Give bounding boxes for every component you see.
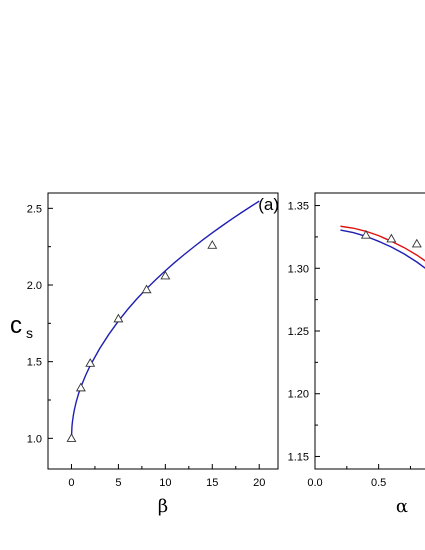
x-tick-label: 0 (68, 477, 74, 489)
x-axis-title: α (396, 496, 408, 517)
x-tick-label: 0.0 (307, 477, 322, 489)
y-axis-title: c (10, 312, 22, 339)
x-axis-title: β (158, 496, 168, 517)
x-tick-label: 15 (206, 477, 218, 489)
y-tick-label: 1.30 (288, 263, 309, 275)
panel-a: 0 5 10 15 20 1.0 1.5 2.0 2.5 β c s (a) (10, 192, 279, 517)
plot-frame (47, 192, 279, 470)
triangle-marker (411, 238, 422, 248)
y-tick-label: 2.0 (27, 280, 42, 292)
series-line (70, 200, 260, 439)
x-tick-label: 20 (253, 477, 265, 489)
x-tick-label: 0.5 (371, 477, 386, 489)
triangle-marker (113, 313, 124, 323)
y-axis-title-subscript: s (26, 325, 33, 341)
x-tick-label: 10 (159, 477, 171, 489)
plot-area (340, 225, 425, 269)
y-tick-label: 1.0 (27, 433, 42, 445)
plot-area (66, 200, 260, 442)
y-tick-label: 1.15 (288, 451, 309, 463)
x-tick-label: 5 (115, 477, 121, 489)
triangle-marker (160, 270, 171, 280)
triangle-marker (207, 240, 218, 249)
triangle-marker (141, 284, 152, 294)
series-line (340, 229, 425, 269)
triangle-marker (360, 229, 371, 239)
triangle-marker (66, 433, 77, 442)
triangle-marker (85, 358, 96, 367)
plot-frame (314, 192, 425, 470)
panel-label: (a) (258, 195, 279, 214)
series-line (340, 225, 425, 262)
triangle-marker (75, 382, 86, 392)
y-tick-label: 1.25 (288, 326, 309, 338)
y-tick-label: 1.20 (288, 389, 309, 401)
y-tick-label: 1.5 (27, 357, 42, 369)
triangle-marker (386, 233, 397, 243)
y-tick-label: 2.5 (27, 203, 42, 215)
panel-b: 0.00.51.01.151.201.251.301.35α (288, 192, 425, 517)
y-tick-label: 1.35 (288, 201, 309, 213)
